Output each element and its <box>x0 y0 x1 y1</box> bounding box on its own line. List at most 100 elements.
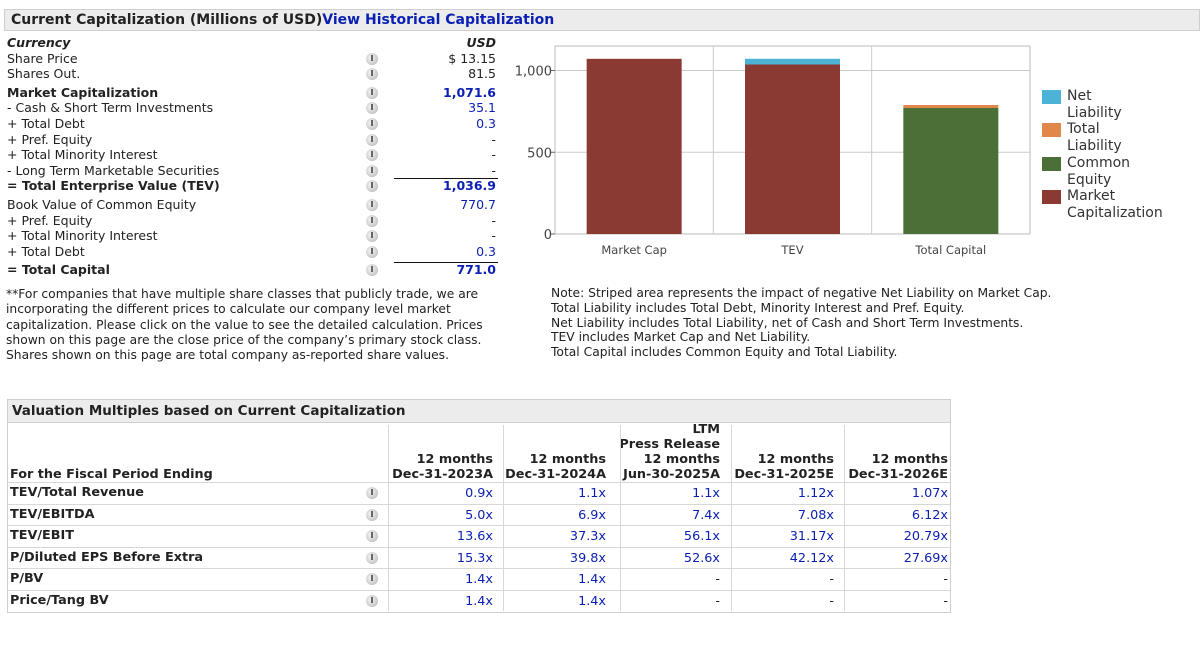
bar-segment <box>903 105 999 109</box>
period-header-line: Dec-31-2025E <box>734 467 834 482</box>
row-value[interactable]: 0.3 <box>476 243 496 259</box>
view-historical-capitalization-link[interactable]: View Historical Capitalization <box>322 12 555 28</box>
bar-segment <box>903 108 999 234</box>
row-value[interactable]: 35.1 <box>468 100 496 116</box>
row-info-icon[interactable] <box>366 487 378 503</box>
multiple-value[interactable]: 39.8x <box>569 550 606 566</box>
multiple-value[interactable]: 0.9x <box>465 486 493 501</box>
multiple-value[interactable]: 1.12x <box>797 486 834 501</box>
row-value[interactable]: 770.7 <box>460 196 496 212</box>
capitalization-chart: 0 500 1,000 Market Cap TEV Total Capital <box>515 45 1031 257</box>
info-icon[interactable] <box>366 117 378 130</box>
multiple-value[interactable]: 1.4x <box>578 572 606 587</box>
info-icon[interactable] <box>366 68 378 81</box>
multiple-value[interactable]: 15.3x <box>456 550 493 566</box>
row-info-icon[interactable] <box>366 102 378 118</box>
row-label: + Total Debt <box>7 115 85 131</box>
info-icon[interactable] <box>366 214 378 227</box>
row-info-icon[interactable] <box>366 230 378 246</box>
info-icon[interactable] <box>366 52 378 65</box>
multiple-value[interactable]: 42.12x <box>789 550 834 566</box>
row-info-icon[interactable] <box>366 198 378 215</box>
multiple-label: TEV/EBIT <box>10 528 75 543</box>
info-icon[interactable] <box>366 149 378 162</box>
multiple-row: P/Diluted EPS Before Extra 15.3x 39.8x 52.6… <box>8 546 950 569</box>
row-label: + Pref. Equity <box>7 131 93 147</box>
row-info-icon[interactable] <box>366 86 378 103</box>
row-value[interactable]: 771.0 <box>456 262 496 278</box>
multiple-value[interactable]: 52.6x <box>683 550 720 566</box>
multiple-value[interactable]: 1.4x <box>578 593 606 609</box>
row-info-icon[interactable] <box>366 594 378 611</box>
info-icon[interactable] <box>366 530 378 542</box>
info-icon[interactable] <box>366 508 378 521</box>
multiple-value[interactable]: 13.6x <box>456 529 493 544</box>
multiple-value[interactable]: 1.1x <box>692 486 720 501</box>
multiple-value: - <box>715 572 720 587</box>
multiple-value[interactable]: 6.9x <box>578 507 606 523</box>
row-info-icon[interactable] <box>366 164 378 181</box>
multiple-value[interactable]: 1.4x <box>465 593 493 609</box>
row-info-icon[interactable] <box>366 117 378 134</box>
multiple-value[interactable]: 27.69x <box>903 550 948 566</box>
multiple-value[interactable]: 1.1x <box>578 486 606 501</box>
capitalization-row: - Cash & Short Term Investments 35.1 <box>4 100 498 116</box>
period-header-line: Press Release <box>619 437 720 452</box>
multiple-value[interactable]: 56.1x <box>683 529 720 544</box>
capitalization-row: + Total Minority Interest - <box>4 147 498 163</box>
row-info-icon[interactable] <box>366 508 378 525</box>
note-line: Total Liability includes Total Debt, Min… <box>551 300 965 315</box>
valuation-header-row: For the Fiscal Period Ending 12 months Dec… <box>8 422 950 482</box>
legend-swatch <box>1042 156 1061 171</box>
row-value[interactable]: 1,071.6 <box>443 84 496 100</box>
row-info-icon[interactable] <box>366 245 378 262</box>
multiple-value[interactable]: 5.0x <box>465 507 493 523</box>
row-info-icon[interactable] <box>366 573 378 589</box>
info-icon[interactable] <box>366 487 378 499</box>
info-icon[interactable] <box>366 102 378 115</box>
multiple-value: - <box>943 593 948 609</box>
info-icon[interactable] <box>366 133 378 146</box>
multiple-value[interactable]: 6.12x <box>911 507 948 523</box>
row-info-icon[interactable] <box>366 133 378 150</box>
multiple-value[interactable]: 20.79x <box>903 529 948 544</box>
capitalization-title: Current Capitalization (Millions of USD) <box>11 12 323 28</box>
multiple-value[interactable]: 1.07x <box>911 486 948 501</box>
row-info-icon[interactable] <box>366 52 378 69</box>
row-value[interactable]: 0.3 <box>476 115 496 131</box>
row-info-icon[interactable] <box>366 149 378 165</box>
row-info-icon[interactable] <box>366 180 378 196</box>
column-divider <box>388 425 389 611</box>
info-icon[interactable] <box>366 230 378 243</box>
row-value[interactable]: 1,036.9 <box>443 178 496 194</box>
period-header-line: Jun-30-2025A <box>623 467 720 482</box>
info-icon[interactable] <box>366 180 378 193</box>
row-info-icon[interactable] <box>366 264 378 280</box>
row-info-icon[interactable] <box>366 530 378 546</box>
info-icon[interactable] <box>366 245 378 258</box>
info-icon[interactable] <box>366 86 378 99</box>
info-icon[interactable] <box>366 551 378 564</box>
legend-item: Common Equity <box>1042 155 1192 188</box>
row-info-icon[interactable] <box>366 68 378 84</box>
multiple-value[interactable]: 1.4x <box>465 572 493 587</box>
row-value: - <box>491 228 496 244</box>
multiple-value[interactable]: 31.17x <box>789 529 834 544</box>
info-icon[interactable] <box>366 573 378 585</box>
row-label: Share Price <box>7 50 78 66</box>
info-icon[interactable] <box>366 264 378 277</box>
capitalization-row: Book Value of Common Equity 770.7 <box>4 197 498 213</box>
period-column-header: 12 months Dec-31-2025E <box>734 452 834 482</box>
info-icon[interactable] <box>366 594 378 607</box>
row-info-icon[interactable] <box>366 551 378 568</box>
multiple-value[interactable]: 37.3x <box>569 529 606 544</box>
info-icon[interactable] <box>366 198 378 211</box>
bar-segment <box>586 58 682 234</box>
column-divider <box>503 425 504 611</box>
multiple-value[interactable]: 7.4x <box>692 507 720 523</box>
row-label: = Total Capital <box>7 262 110 278</box>
multiple-value[interactable]: 7.08x <box>797 507 834 523</box>
info-icon[interactable] <box>366 164 378 177</box>
column-dividers <box>8 425 950 611</box>
row-info-icon[interactable] <box>366 214 378 231</box>
